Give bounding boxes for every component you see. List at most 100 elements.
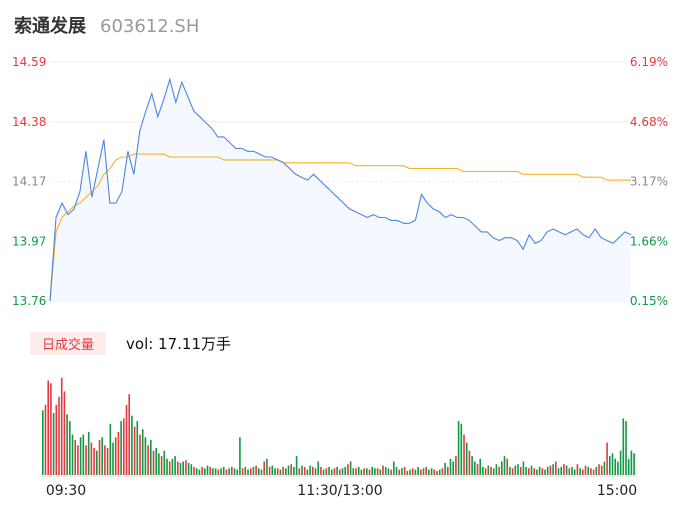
volume-bar xyxy=(363,468,365,475)
volume-tab[interactable]: 日成交量 xyxy=(30,332,107,355)
volume-bar xyxy=(204,468,206,475)
percent-tick-label: 4.68% xyxy=(630,115,668,129)
volume-bar xyxy=(447,466,449,475)
volume-bar xyxy=(96,450,98,475)
price-tick-label: 14.17 xyxy=(12,175,46,189)
volume-bar xyxy=(366,468,368,475)
volume-bar xyxy=(533,468,536,475)
volume-bar xyxy=(422,468,425,475)
volume-bar xyxy=(420,469,422,475)
volume-bar xyxy=(271,465,274,475)
volume-bar xyxy=(417,466,419,475)
volume-bar xyxy=(341,468,344,475)
volume-bar xyxy=(455,456,457,475)
volume-bar xyxy=(209,466,212,475)
volume-bar xyxy=(406,471,409,475)
volume-bar xyxy=(330,469,333,475)
volume-bar xyxy=(266,458,268,475)
volume-bar xyxy=(344,466,347,475)
volume-bar xyxy=(128,394,131,475)
volume-bar xyxy=(182,461,185,475)
volume-bar xyxy=(290,464,293,475)
volume-bar xyxy=(249,468,252,475)
volume-bar xyxy=(152,450,155,475)
volume-bar xyxy=(333,468,336,475)
volume-bar xyxy=(187,462,190,475)
volume-bar xyxy=(339,469,341,475)
volume-bar xyxy=(538,466,541,475)
volume-bar xyxy=(606,442,608,475)
volume-bar xyxy=(220,468,222,475)
volume-bar xyxy=(328,466,330,475)
volume-bar xyxy=(357,466,360,475)
volume-bar xyxy=(239,437,241,475)
volume-bar xyxy=(190,464,193,475)
percent-tick-label: 3.17% xyxy=(630,175,668,189)
volume-bar xyxy=(177,461,179,475)
avg-line xyxy=(49,153,631,302)
volume-bar xyxy=(622,418,625,475)
volume-bar xyxy=(136,421,139,475)
volume-bar xyxy=(85,445,87,475)
volume-bar xyxy=(214,468,217,475)
volume-bar xyxy=(185,460,187,475)
price-tick-label: 13.76 xyxy=(12,294,46,308)
price-tick-label: 13.97 xyxy=(12,234,46,248)
volume-bar xyxy=(279,469,282,475)
volume-bar xyxy=(163,450,166,475)
volume-bar xyxy=(42,410,44,475)
volume-bar xyxy=(74,440,77,475)
volume-bar xyxy=(252,466,255,475)
volume-bar xyxy=(114,437,117,475)
volume-bar xyxy=(244,466,247,475)
volume-bar xyxy=(368,469,371,475)
volume-bar xyxy=(492,468,495,475)
volume-bar xyxy=(560,466,563,475)
volume-bar xyxy=(563,464,565,475)
volume-bar xyxy=(503,456,506,475)
percent-tick-label: 0.15% xyxy=(630,294,668,308)
volume-bar xyxy=(322,469,325,475)
volume-bar xyxy=(390,469,392,475)
volume-bar xyxy=(352,468,355,475)
volume-bar xyxy=(611,453,614,475)
volume-bar xyxy=(501,461,503,475)
volume-bar xyxy=(430,468,433,475)
volume-bar xyxy=(241,468,244,475)
volume-bar xyxy=(590,468,592,475)
volume-bar xyxy=(263,461,266,475)
volume-bar xyxy=(295,456,298,475)
volume-header: 日成交量 vol: 17.11万手 xyxy=(30,332,231,355)
volume-bar xyxy=(579,468,581,475)
time-tick-label: 15:00 xyxy=(597,483,637,499)
volume-bar xyxy=(549,465,552,475)
volume-bar xyxy=(600,465,603,475)
volume-bar xyxy=(301,465,303,475)
volume-bar xyxy=(463,434,465,475)
volume-bar xyxy=(584,465,587,475)
volume-bar xyxy=(428,469,430,475)
time-tick-label: 11:30/13:00 xyxy=(297,483,382,499)
percent-tick-label: 1.66% xyxy=(630,234,668,248)
volume-bar xyxy=(106,448,109,475)
volume-bar xyxy=(452,461,455,475)
volume-bar xyxy=(484,468,487,475)
volume-bar xyxy=(403,466,406,475)
volume-bar xyxy=(82,434,85,475)
volume-bar xyxy=(530,465,533,475)
volume-bar xyxy=(449,458,452,475)
volume-bar xyxy=(544,469,546,475)
volume-bar xyxy=(630,450,633,475)
volume-bar xyxy=(47,380,50,475)
volume-bar xyxy=(123,418,125,475)
volume-bar xyxy=(571,466,573,475)
volume-bar xyxy=(360,469,363,475)
volume-bar xyxy=(276,468,279,475)
volume-bar xyxy=(519,466,522,475)
volume-bar xyxy=(384,466,387,475)
volume-bar xyxy=(614,458,617,475)
volume-bar xyxy=(104,445,106,475)
volume-bar xyxy=(522,461,525,475)
price-tick-label: 14.38 xyxy=(12,115,46,129)
volume-bar xyxy=(557,468,560,475)
